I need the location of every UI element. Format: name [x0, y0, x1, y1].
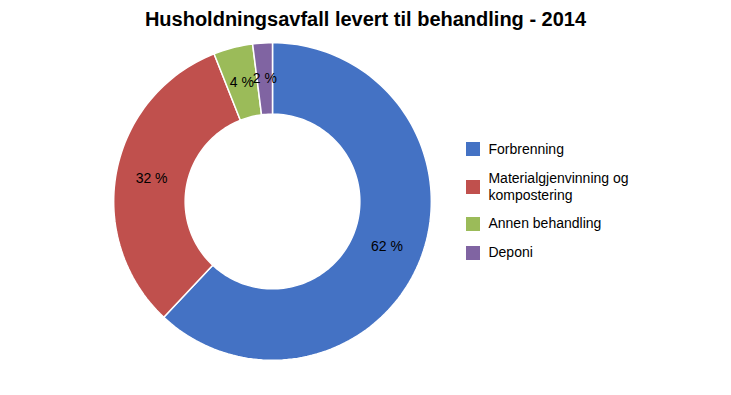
svg-text:4 %: 4 %	[230, 74, 254, 90]
svg-text:32 %: 32 %	[136, 170, 168, 186]
html-text:Husholdningsavfall levert til: Husholdningsavfall levert til behandling…	[144, 8, 587, 30]
html-text:Materialgjenvinning og kompost: Materialgjenvinning og kompostering	[488, 169, 629, 203]
html-text:Annen behandling: Annen behandling	[488, 215, 602, 232]
html-text:Forbrenning: Forbrenning	[488, 141, 564, 157]
svg-text:62 %: 62 %	[371, 238, 403, 254]
svg-text:2 %: 2 %	[253, 70, 277, 86]
html-text:Deponi: Deponi	[488, 244, 533, 261]
